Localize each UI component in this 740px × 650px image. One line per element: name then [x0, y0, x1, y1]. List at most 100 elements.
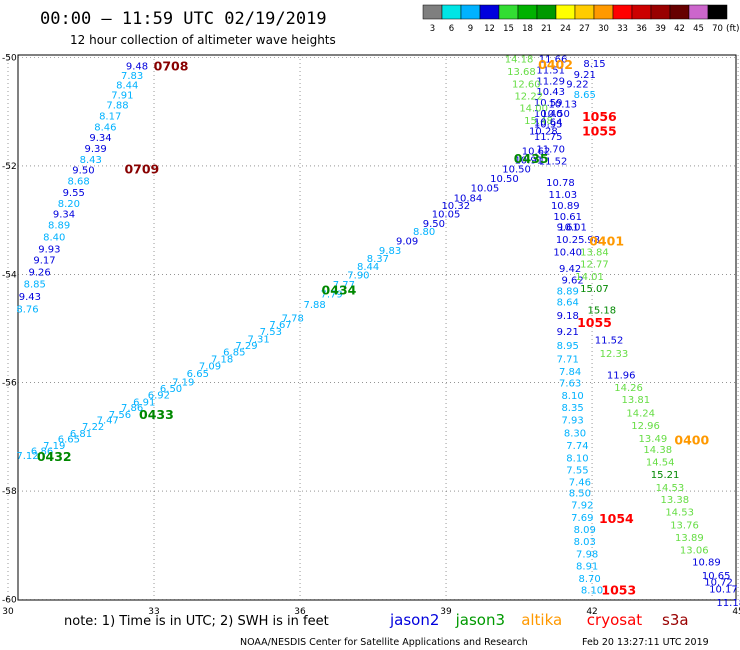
wave-height-value: 13.49 [639, 434, 668, 445]
pass-time-label: 1055 [577, 315, 612, 330]
scale-bin-label: 33 [617, 24, 628, 34]
wave-height-value: 7.19 [172, 378, 194, 389]
scale-bin-label: 70 [712, 24, 723, 34]
satellite-legend: jason2 jason3 altika cryosat s3a [389, 611, 689, 629]
wave-height-value: 8.64 [557, 297, 579, 308]
scale-bin-label: 39 [655, 24, 666, 34]
wave-height-value: 7.93 [561, 416, 583, 427]
scale-swatch [612, 4, 633, 20]
scale-swatch [460, 4, 481, 20]
wave-height-value: 12.60 [512, 80, 541, 91]
wave-height-value: 10.28 [529, 127, 558, 138]
scale-bin-label: 27 [579, 24, 590, 34]
wave-height-value: 7.18 [211, 354, 233, 365]
wave-height-value: 9.61 [557, 223, 579, 234]
pass-time-label: 1055 [582, 124, 617, 139]
wave-height-value: 7.86 [121, 403, 143, 414]
wave-height-value: 7.83 [121, 71, 143, 82]
wave-height-value: 6.86 [31, 446, 53, 457]
lat-tick-label: -52 [2, 162, 17, 172]
wave-height-value: .98 [584, 235, 600, 246]
wave-height-value: 11.52 [595, 335, 624, 346]
wave-height-value: 10.01 [558, 223, 587, 234]
wave-height-value: 7.74 [566, 441, 588, 452]
pass-time-label: 1056 [582, 109, 617, 124]
scale-swatch [479, 4, 500, 20]
wave-height-value: 9.34 [89, 133, 111, 144]
wave-height-value: 10.50 [541, 109, 570, 120]
footer-credit: NOAA/NESDIS Center for Satellite Applica… [240, 637, 528, 648]
wave-height-value: 7.46 [569, 477, 591, 488]
wave-height-value: 10.78 [546, 178, 575, 189]
wave-height-value: 10.25 [556, 235, 585, 246]
wave-height-value: 9.48 [126, 62, 148, 73]
lon-tick-label: 33 [148, 607, 159, 617]
wave-height-value: 8.70 [578, 574, 600, 585]
wave-height-value: 7.09 [199, 361, 221, 372]
wave-height-value: 9.93 [38, 244, 60, 255]
wave-height-value: 15.07 [580, 284, 609, 295]
pass-time-labels: 0708 0709 0432 0433 0434 0435 0402 0401 0400 1056… [37, 57, 710, 598]
wave-height-value: 12.33 [600, 349, 629, 360]
wave-height-value: 8.68 [67, 177, 89, 188]
wave-height-value: 8.37 [367, 254, 389, 265]
wave-height-value: 11.96 [607, 371, 636, 382]
scale-bin-label: 36 [636, 24, 647, 34]
wave-height-value: 7.19 [43, 441, 65, 452]
lon-tick-label: 42 [586, 607, 597, 617]
legend-s3a: s3a [662, 611, 689, 629]
track-0708-0709: 9.487.838.447.917.888.178.469.349.398.43… [16, 62, 148, 316]
wave-height-value: 14.00 [519, 103, 548, 114]
wave-height-value: 10.50 [490, 174, 519, 185]
wave-height-value: 10.59 [534, 98, 563, 109]
wave-height-value: 7.91 [111, 90, 133, 101]
pass-time-label: 0709 [124, 162, 159, 177]
scale-swatch [593, 4, 614, 20]
lon-tick-label: 39 [440, 607, 452, 617]
scale-bin-label: 9 [468, 24, 473, 34]
wave-height-value: 8.03 [574, 537, 596, 548]
wave-height-value: 7.78 [282, 314, 304, 325]
wave-height-color-scale: 3 6 9 12 15 18 21 24 27 30 33 36 39 42 45 70 [422, 4, 728, 34]
wave-height-value: 8.76 [16, 304, 38, 315]
wave-height-value: 13.84 [580, 248, 609, 259]
wave-height-value: 9.34 [53, 210, 75, 221]
wave-height-value: 7.84 [559, 367, 581, 378]
wave-height-value: 7.77 [333, 280, 355, 291]
wave-height-value: 9.21 [557, 327, 579, 338]
pass-time-label: 0708 [154, 59, 189, 74]
wave-height-value: 7.71 [557, 354, 579, 365]
wave-height-value: 8.43 [80, 155, 102, 166]
scale-bin-label: 30 [598, 24, 609, 34]
wave-height-value: 10.40 [534, 109, 563, 120]
wave-height-value: 14.53 [665, 508, 694, 519]
lat-lon-grid [7, 55, 739, 600]
wave-height-value: 7.55 [566, 465, 588, 476]
pass-time-label: 0400 [674, 433, 709, 448]
wave-height-value: 11.29 [536, 76, 565, 87]
scale-swatch [498, 4, 519, 20]
lat-tick-label: -60 [2, 596, 17, 606]
wave-height-value: 9.50 [72, 166, 94, 177]
wave-height-value: 7.63 [559, 379, 581, 390]
wave-height-value: 9.39 [84, 144, 106, 155]
scale-swatch [422, 4, 443, 20]
footer-note: note: 1) Time is in UTC; 2) SWH is in fe… [64, 614, 329, 629]
wave-height-value: 12.22 [514, 91, 543, 102]
wave-height-value: 9.17 [33, 256, 55, 267]
wave-height-value: 7.88 [106, 101, 128, 112]
wave-height-value: 7.56 [109, 410, 131, 421]
wave-height-value: 11.66 [539, 55, 568, 66]
scale-swatch [631, 4, 652, 20]
wave-height-value: 14.24 [626, 409, 655, 420]
wave-height-value: 8.89 [557, 287, 579, 298]
wave-height-value: 14.01 [575, 272, 604, 283]
pass-time-label: 1054 [599, 511, 634, 526]
wave-height-value: 8.44 [116, 81, 138, 92]
wave-height-value: 8.46 [94, 122, 116, 133]
wave-height-value: 8.35 [561, 403, 583, 414]
scale-bin-label: 15 [503, 24, 514, 34]
wave-height-value: 7.22 [82, 422, 104, 433]
wave-height-value: 7.12 [16, 451, 38, 462]
